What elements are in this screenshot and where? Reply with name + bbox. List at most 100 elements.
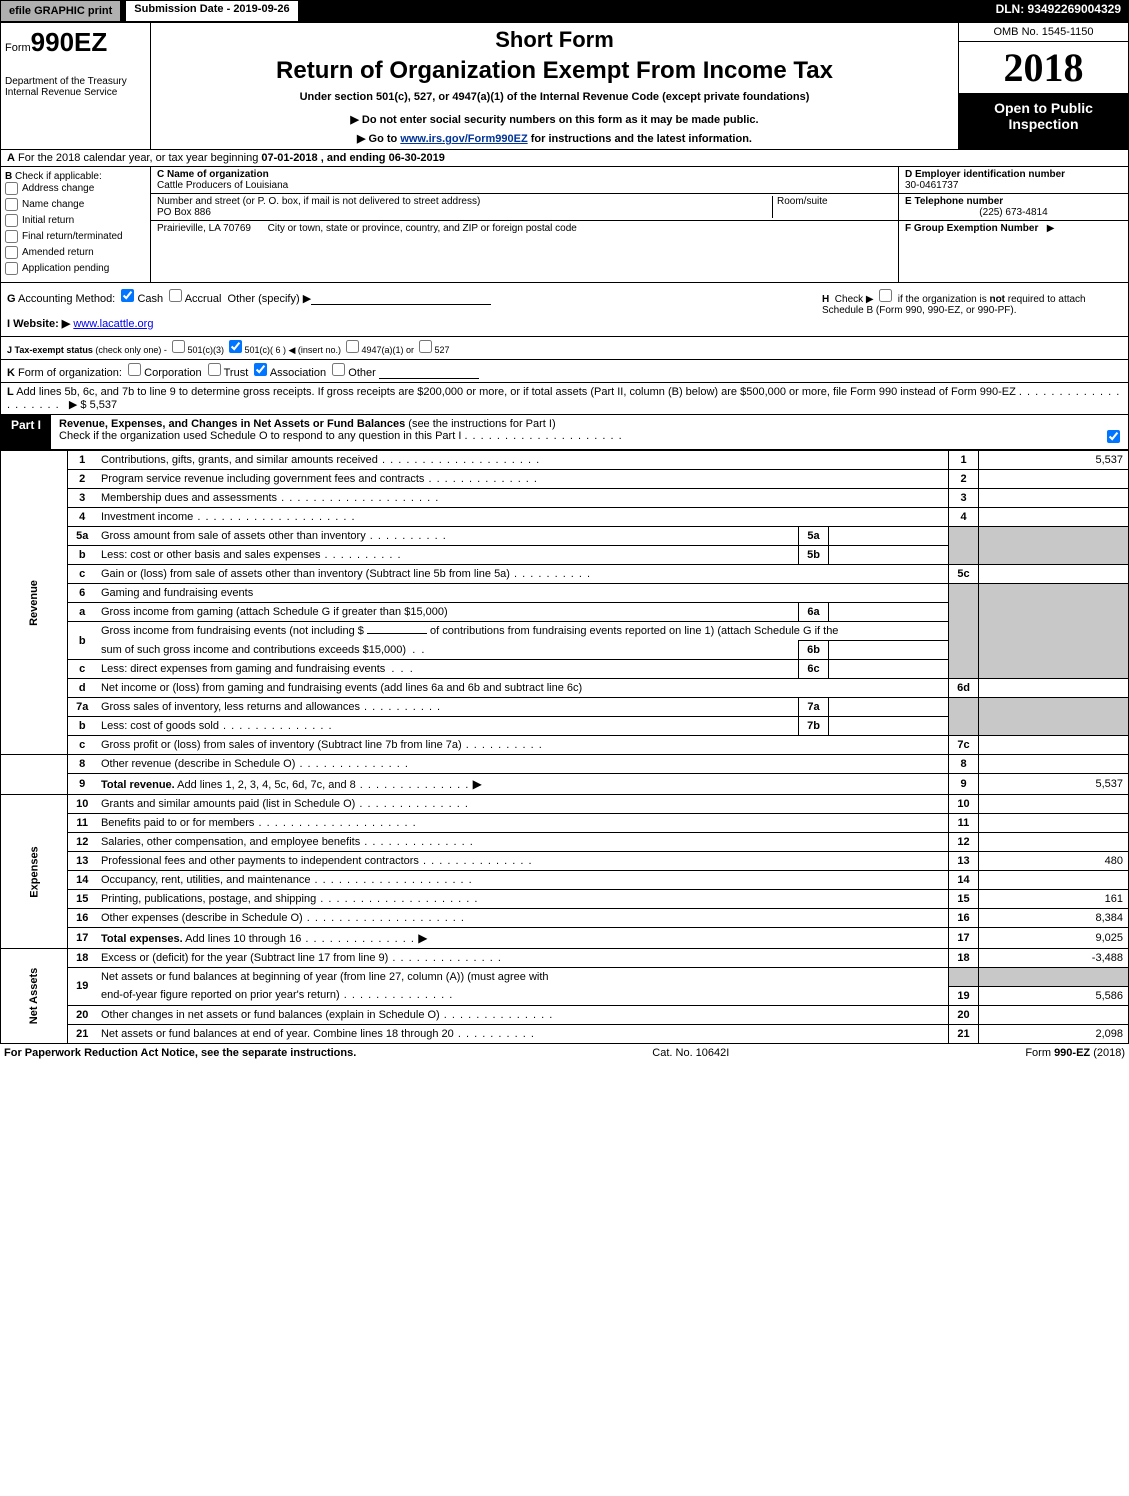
row-15: 15 Printing, publications, postage, and … [1, 890, 1129, 909]
addr-value: PO Box 886 [157, 207, 772, 218]
row-gh: G Accounting Method: Cash Accrual Other … [0, 283, 1129, 337]
chk-assoc[interactable] [254, 363, 267, 376]
l6c-sub: 6c [799, 660, 829, 679]
row-a-tax-year: A For the 2018 calendar year, or tax yea… [0, 150, 1129, 167]
row-19b: end-of-year figure reported on prior yea… [1, 986, 1129, 1005]
chk-4947[interactable] [346, 340, 359, 353]
row-7a: 7a Gross sales of inventory, less return… [1, 698, 1129, 717]
l10-val [979, 795, 1129, 814]
chk-527[interactable] [419, 340, 432, 353]
form-prefix: Form [5, 42, 31, 54]
row-21: 21 Net assets or fund balances at end of… [1, 1024, 1129, 1043]
chk-accrual[interactable] [169, 289, 182, 302]
l10-num: 10 [68, 795, 96, 814]
l5ab-shade-val [979, 527, 1129, 565]
chk-final-return-box[interactable] [5, 230, 18, 243]
chk-amended-return[interactable]: Amended return [5, 246, 146, 259]
part1-check-text: Check if the organization used Schedule … [59, 430, 461, 442]
chk-schedule-o[interactable] [1107, 430, 1120, 443]
g-text: Accounting Method: [18, 293, 115, 305]
row-a-begin: 07-01-2018 [261, 152, 317, 164]
l9-num: 9 [68, 774, 96, 795]
chk-h[interactable] [879, 289, 892, 302]
other-specify-field[interactable] [311, 293, 491, 305]
row-9: 9 Total revenue. Add lines 1, 2, 3, 4, 5… [1, 774, 1129, 795]
l18-rnum: 18 [949, 949, 979, 968]
revenue-side-label: Revenue [1, 451, 68, 755]
chk-trust[interactable] [208, 363, 221, 376]
l8-desc: Other revenue (describe in Schedule O) [96, 755, 949, 774]
block-bcdef: B Check if applicable: Address change Na… [0, 167, 1129, 283]
l2-val [979, 470, 1129, 489]
website-link[interactable]: www.lacattle.org [73, 318, 153, 330]
under-section: Under section 501(c), 527, or 4947(a)(1)… [159, 91, 950, 103]
chk-corp[interactable] [128, 363, 141, 376]
l3-val [979, 489, 1129, 508]
room-suite: Room/suite [772, 196, 892, 218]
row-12: 12 Salaries, other compensation, and emp… [1, 833, 1129, 852]
row-a-pre: For the 2018 calendar year, or tax year … [18, 152, 261, 164]
chk-other-org[interactable] [332, 363, 345, 376]
chk-name-change-box[interactable] [5, 198, 18, 211]
l5a-num: 5a [68, 527, 96, 546]
l16-desc: Other expenses (describe in Schedule O) [96, 909, 949, 928]
col-c-city: Prairieville, LA 70769 City or town, sta… [151, 221, 898, 282]
l11-num: 11 [68, 814, 96, 833]
chk-name-change[interactable]: Name change [5, 198, 146, 211]
l20-num: 20 [68, 1005, 96, 1024]
l7a-sub: 7a [799, 698, 829, 717]
l6a-subval [829, 603, 949, 622]
l6-desc: Gaming and fundraising events [96, 584, 949, 603]
l11-val [979, 814, 1129, 833]
efile-print-button[interactable]: efile GRAPHIC print [0, 0, 121, 22]
l19-desc2: end-of-year figure reported on prior yea… [96, 986, 949, 1005]
goto-link[interactable]: www.irs.gov/Form990EZ [400, 133, 527, 145]
k-other-field[interactable] [379, 367, 479, 379]
goto-pre: ▶ Go to [357, 133, 400, 145]
chk-amended-return-box[interactable] [5, 246, 18, 259]
part1-dots [464, 430, 622, 442]
l7b-num: b [68, 717, 96, 736]
row-a-label: A [7, 152, 15, 164]
l4-desc: Investment income [96, 508, 949, 527]
chk-final-return[interactable]: Final return/terminated [5, 230, 146, 243]
l7b-sub: 7b [799, 717, 829, 736]
chk-address-change-box[interactable] [5, 182, 18, 195]
chk-initial-return[interactable]: Initial return [5, 214, 146, 227]
l7a-num: 7a [68, 698, 96, 717]
chk-501c3[interactable] [172, 340, 185, 353]
l19-desc1: Net assets or fund balances at beginning… [96, 968, 949, 987]
l5c-rnum: 5c [949, 565, 979, 584]
top-bar: efile GRAPHIC print Submission Date - 20… [0, 0, 1129, 22]
dept-treasury: Department of the Treasury [5, 76, 146, 87]
chk-application-pending-box[interactable] [5, 262, 18, 275]
part1-title-bold: Revenue, Expenses, and Changes in Net As… [59, 418, 405, 430]
main-table: Revenue 1 Contributions, gifts, grants, … [0, 450, 1129, 1044]
row-3: 3 Membership dues and assessments 3 [1, 489, 1129, 508]
col-b-label: B [5, 171, 12, 182]
org-name: Cattle Producers of Louisiana [157, 180, 892, 191]
j-o2: 501(c)( 6 ) ◀ (insert no.) [245, 345, 341, 355]
l18-num: 18 [68, 949, 96, 968]
l5a-desc: Gross amount from sale of assets other t… [96, 527, 799, 546]
col-c: C Name of organization Cattle Producers … [151, 167, 898, 282]
chk-application-pending[interactable]: Application pending [5, 262, 146, 275]
l6b-amount-field[interactable] [367, 633, 427, 634]
l5b-sub: 5b [799, 546, 829, 565]
row-k: K Form of organization: Corporation Trus… [0, 360, 1129, 383]
chk-initial-return-box[interactable] [5, 214, 18, 227]
l2-rnum: 2 [949, 470, 979, 489]
part1-title: Revenue, Expenses, and Changes in Net As… [51, 415, 1128, 449]
l17-desc: Total expenses. Add lines 10 through 16 [96, 928, 949, 949]
l6-shade-val [979, 584, 1129, 679]
chk-address-change[interactable]: Address change [5, 182, 146, 195]
l17-val: 9,025 [979, 928, 1129, 949]
chk-501c[interactable] [229, 340, 242, 353]
l10-desc: Grants and similar amounts paid (list in… [96, 795, 949, 814]
l5c-val [979, 565, 1129, 584]
footer: For Paperwork Reduction Act Notice, see … [0, 1044, 1129, 1062]
l6a-sub: 6a [799, 603, 829, 622]
row-2: 2 Program service revenue including gove… [1, 470, 1129, 489]
chk-cash[interactable] [121, 289, 134, 302]
l16-num: 16 [68, 909, 96, 928]
